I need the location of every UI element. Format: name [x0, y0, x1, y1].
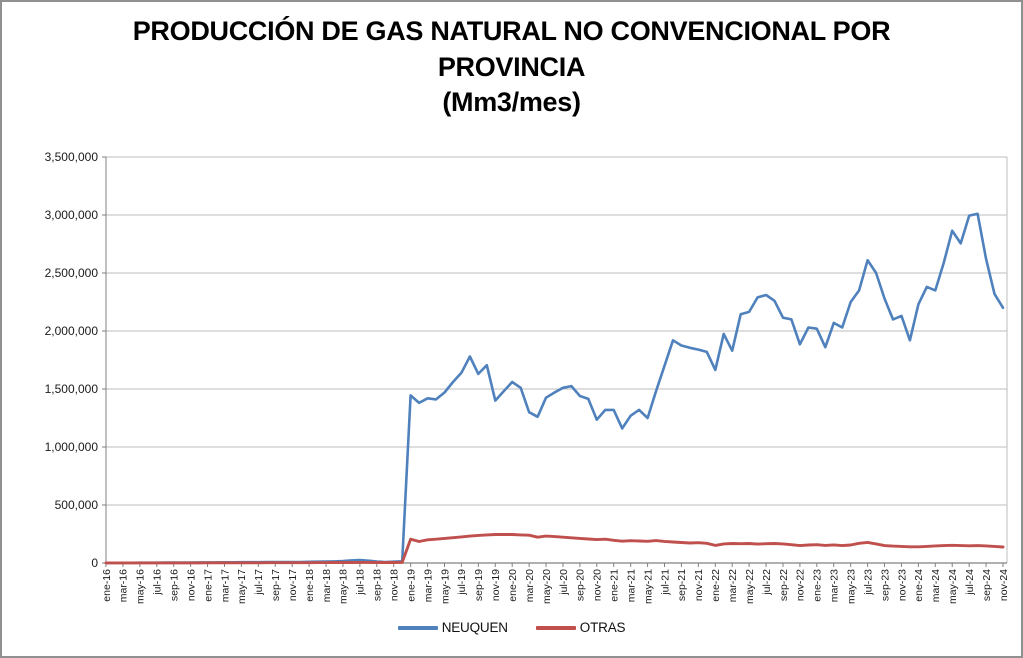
legend-item-neuquen[interactable]: NEUQUEN — [397, 620, 508, 635]
x-axis-tick-label: jul-24 — [964, 569, 976, 596]
x-axis-tick-label: mar-16 — [118, 569, 130, 602]
legend-label-otras: OTRAS — [579, 620, 626, 635]
x-axis-tick-label: jul-21 — [659, 569, 671, 596]
x-axis-tick-label: mar-22 — [727, 569, 739, 602]
y-axis-tick-label: 1,500,000 — [45, 382, 99, 396]
x-axis-tick-label: may-19 — [439, 569, 451, 604]
x-axis-tick-label: nov-20 — [592, 569, 604, 601]
x-axis-tick-label: may-17 — [236, 569, 248, 604]
x-axis-tick-label: ene-21 — [609, 569, 621, 602]
x-axis-tick-label: nov-21 — [693, 569, 705, 601]
x-axis-tick-label: mar-24 — [930, 569, 942, 602]
x-axis-tick-label: nov-16 — [185, 569, 197, 601]
x-axis-tick-label: ene-17 — [202, 569, 214, 602]
x-axis-tick-label: ene-24 — [913, 569, 925, 602]
neuquen-line-swatch — [397, 625, 438, 630]
x-axis-tick-label: sep-19 — [473, 569, 485, 601]
x-axis-tick-label: ene-19 — [405, 569, 417, 602]
x-axis-tick-label: ene-23 — [812, 569, 824, 602]
x-axis-tick-label: ene-16 — [101, 569, 113, 602]
x-axis-tick-label: sep-17 — [270, 569, 282, 601]
x-axis-tick-label: jul-23 — [862, 569, 874, 596]
x-axis-tick-label: ene-18 — [304, 569, 316, 602]
x-axis-tick-label: may-16 — [135, 569, 147, 604]
legend-label-neuquen: NEUQUEN — [441, 620, 508, 635]
otras-line — [104, 533, 1005, 565]
x-axis-tick-label: nov-23 — [896, 569, 908, 601]
x-axis-tick-label: may-18 — [338, 569, 350, 604]
x-axis-tick-label: mar-23 — [829, 569, 841, 602]
x-axis-tick-label: mar-19 — [422, 569, 434, 602]
y-axis-tick-label: 1,000,000 — [45, 440, 99, 454]
x-axis-tick-label: nov-22 — [795, 569, 807, 601]
x-axis-tick-label: mar-20 — [524, 569, 536, 602]
x-axis-tick-label: jul-22 — [761, 569, 773, 596]
x-axis-tick-label: nov-19 — [490, 569, 502, 601]
y-axis-tick-label: 3,000,000 — [45, 208, 99, 222]
x-axis-tick-label: nov-17 — [287, 569, 299, 601]
y-axis-tick-label: 3,500,000 — [45, 150, 99, 164]
x-axis-tick-label: jul-16 — [152, 569, 164, 596]
x-axis-tick-label: sep-23 — [879, 569, 891, 601]
x-axis-tick-label: mar-18 — [321, 569, 333, 602]
x-axis-tick-label: may-21 — [642, 569, 654, 604]
y-axis-tick-label: 0 — [91, 556, 98, 570]
x-axis-tick-label: mar-21 — [625, 569, 637, 602]
y-axis-tick-label: 2,000,000 — [45, 324, 99, 338]
x-axis-tick-label: sep-18 — [372, 569, 384, 601]
x-axis-tick-label: may-20 — [541, 569, 553, 604]
legend: NEUQUEN OTRAS — [2, 620, 1021, 635]
x-axis-tick-label: sep-24 — [981, 569, 993, 601]
x-axis-tick-label: ene-20 — [507, 569, 519, 602]
neuquen-line — [104, 212, 1005, 565]
x-axis-tick-label: mar-17 — [219, 569, 231, 602]
x-axis-tick-label: nov-18 — [389, 569, 401, 601]
x-axis-tick-label: sep-16 — [168, 569, 180, 601]
x-axis-tick-label: sep-20 — [575, 569, 587, 601]
x-axis-tick-label: may-24 — [947, 569, 959, 604]
chart-title-line-2: PROVINCIA — [437, 51, 586, 82]
chart-title-line-3: (Mm3/mes) — [442, 87, 581, 118]
x-axis-tick-label: sep-22 — [778, 569, 790, 601]
chart-title-line-1: PRODUCCIÓN DE GAS NATURAL NO CONVENCIONA… — [132, 16, 891, 46]
y-axis-tick-label: 2,500,000 — [45, 266, 99, 280]
x-axis-tick-label: ene-22 — [710, 569, 722, 602]
x-axis-tick-label: jul-19 — [456, 569, 468, 596]
x-axis-tick-label: jul-17 — [253, 569, 265, 596]
chart-title: PRODUCCIÓN DE GAS NATURAL NO CONVENCIONA… — [2, 14, 1021, 121]
x-axis-tick-label: jul-20 — [558, 569, 570, 596]
x-axis-tick-label: may-22 — [744, 569, 756, 604]
x-axis-tick-label: sep-21 — [676, 569, 688, 601]
y-axis-tick-label: 500,000 — [55, 498, 99, 512]
x-axis-tick-label: may-23 — [845, 569, 857, 604]
x-axis-tick-label: jul-18 — [355, 569, 367, 596]
legend-item-otras[interactable]: OTRAS — [535, 620, 626, 635]
otras-line-swatch — [535, 625, 576, 630]
x-axis-tick-label: nov-24 — [998, 569, 1010, 601]
